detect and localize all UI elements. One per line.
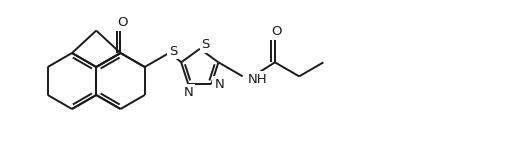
Text: O: O	[272, 25, 282, 38]
Text: N: N	[184, 86, 193, 99]
Text: N: N	[215, 78, 224, 91]
Text: NH: NH	[248, 73, 267, 86]
Text: S: S	[201, 38, 210, 51]
Text: S: S	[169, 44, 177, 57]
Text: O: O	[117, 16, 128, 29]
